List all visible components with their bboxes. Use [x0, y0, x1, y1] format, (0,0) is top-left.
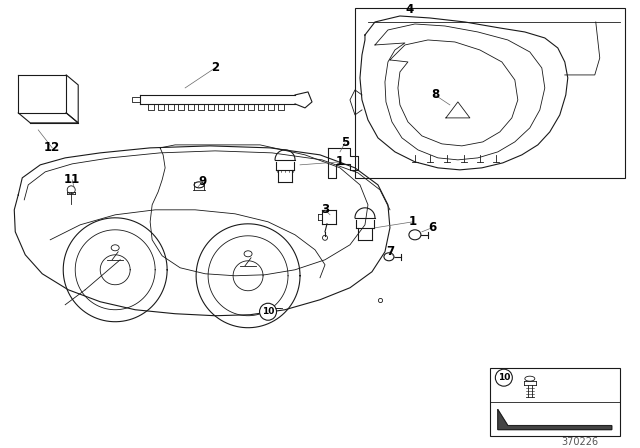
Text: 7: 7 [386, 246, 394, 258]
Circle shape [260, 303, 276, 320]
Bar [490, 368, 620, 435]
Polygon shape [498, 409, 612, 430]
Text: 4: 4 [406, 4, 414, 17]
Text: 10: 10 [498, 373, 510, 382]
Text: 1: 1 [336, 155, 344, 168]
Bar [355, 8, 625, 178]
Text: 10: 10 [262, 307, 274, 316]
Text: 370226: 370226 [561, 437, 598, 447]
Text: 1: 1 [409, 215, 417, 228]
Text: 11: 11 [64, 173, 81, 186]
Text: 9: 9 [198, 175, 206, 188]
Text: 8: 8 [431, 88, 439, 101]
Circle shape [495, 369, 513, 386]
Text: 2: 2 [211, 61, 219, 74]
Text: 6: 6 [428, 221, 436, 234]
Text: 5: 5 [341, 136, 349, 149]
Text: 3: 3 [321, 203, 329, 216]
Text: 12: 12 [44, 142, 60, 155]
